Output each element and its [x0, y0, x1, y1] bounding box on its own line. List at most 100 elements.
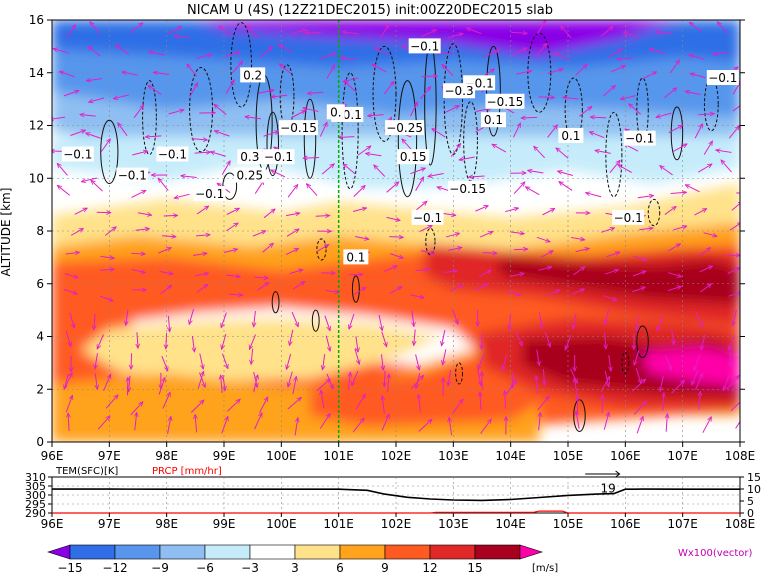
colorbar-segment	[115, 545, 160, 559]
main-panel	[49, 20, 752, 442]
y-axis-label: ALTITUDE [km]	[0, 188, 13, 277]
contour-label-text: −0.1	[708, 71, 737, 85]
wind-vector	[482, 333, 483, 349]
colorbar-segment	[385, 545, 430, 559]
colorbar-label: −15	[57, 561, 82, 575]
surface-right-tick-label: 15	[747, 471, 761, 484]
surface-x-tick-label: 104E	[495, 517, 526, 531]
wind-vector	[539, 97, 555, 98]
x-tick-label: 102E	[381, 449, 412, 463]
colorbar-segment	[250, 545, 295, 559]
surface-x-tick-label: 99E	[213, 517, 236, 531]
contour-label: −0.3	[443, 83, 475, 98]
contour-label-text: −0.15	[449, 182, 486, 196]
colorbar-label: 15	[467, 561, 482, 575]
colorbar-label: −9	[151, 561, 169, 575]
prcp-label: PRCP [mm/hr]	[152, 466, 222, 477]
contour-label: 0.15	[397, 149, 429, 164]
contour-label-text: −0.1	[63, 148, 92, 162]
x-tick-label: 103E	[438, 449, 469, 463]
colorbar-label: −6	[196, 561, 214, 575]
y-tick-label: 2	[36, 382, 44, 396]
y-tick-label: 0	[36, 435, 44, 449]
colorbar-high-triangle	[520, 545, 542, 559]
surface-x-tick-label: 101E	[323, 517, 354, 531]
contour-label: −0.15	[448, 181, 487, 196]
x-tick-label: 101E	[323, 449, 354, 463]
x-tick-label: 107E	[667, 449, 698, 463]
contour-label: 0.	[327, 104, 345, 119]
surface-x-tick-label: 98E	[155, 517, 178, 531]
contour-label: −0.1	[116, 168, 148, 183]
colorbar-segment	[295, 545, 340, 559]
contour-label-text: −0.1	[614, 211, 643, 225]
surface-left-tick-label: 310	[25, 471, 46, 484]
contour-label: 0.1	[343, 249, 368, 264]
contour-label-text: 0.1	[561, 129, 580, 143]
wind-vector-legend: Wx100(vector)	[678, 548, 753, 559]
colorbar-segment	[160, 545, 205, 559]
wind-vector	[637, 315, 638, 331]
contour-label-text: −0.25	[386, 121, 423, 135]
contour-label-text: −0.3	[444, 84, 473, 98]
contour-label: 0.25	[234, 168, 266, 183]
y-tick-label: 12	[29, 119, 44, 133]
wind-vector	[164, 215, 178, 216]
contour-label-text: −0.1	[118, 169, 147, 183]
colorbar-segment	[340, 545, 385, 559]
contour-label-text: −0.15	[280, 121, 317, 135]
contour-label: −0.15	[485, 94, 524, 109]
contour-label-text: −0.1	[413, 211, 442, 225]
contour-label: −0.1	[624, 131, 656, 146]
contour-label: 0.1	[481, 112, 506, 127]
wind-vector	[303, 157, 319, 158]
y-tick-label: 8	[36, 224, 44, 238]
contour-label-text: −0.15	[487, 95, 524, 109]
surface-right-tick-label: 10	[747, 483, 761, 496]
y-tick-label: 6	[36, 277, 44, 291]
chart-title: NICAM U (4S) (12Z21DEC2015) init:00Z20DE…	[187, 3, 553, 18]
contour-label-text: 0.3	[240, 150, 259, 164]
y-tick-label: 10	[29, 171, 44, 185]
colorbar-segment	[430, 545, 475, 559]
x-tick-label: 106E	[610, 449, 641, 463]
contour-label: 0.3	[237, 149, 262, 164]
contour-label-text: 0.1	[346, 250, 365, 264]
colorbar-label: −12	[102, 561, 127, 575]
contour-label-text: −0.1	[625, 132, 654, 146]
contour-label: −0.25	[385, 120, 424, 135]
contour-label: −0.1	[62, 147, 94, 162]
tem-label: TEM(SFC)[K]	[55, 466, 118, 477]
contour-label-text: −0.1	[195, 187, 224, 201]
x-tick-label: 98E	[155, 449, 178, 463]
x-tick-label: 99E	[213, 449, 236, 463]
surface-arrow-icon	[585, 471, 619, 477]
surface-right-tick-label: 5	[747, 495, 754, 508]
contour-label-text: 0.1	[484, 113, 503, 127]
surface-x-tick-label: 96E	[41, 517, 64, 531]
contour-label-text: −0.1	[410, 39, 439, 53]
contour-label: −0.1	[412, 210, 444, 225]
contour-label-text: 0.2	[243, 68, 262, 82]
contour-label: −0.15	[279, 120, 318, 135]
colorbar-label: 6	[336, 561, 344, 575]
contour-label: −0.1	[612, 210, 644, 225]
x-tick-label: 104E	[495, 449, 526, 463]
colorbar-label: −3	[241, 561, 259, 575]
contour-label-text: −0.1	[264, 150, 293, 164]
contour-label: −0.1	[707, 70, 739, 85]
contour-label: 0.2	[240, 67, 265, 82]
colorbar-segment	[205, 545, 250, 559]
wind-vector	[483, 253, 497, 254]
contour-label: −0.1	[409, 38, 441, 53]
wind-vector	[389, 237, 403, 238]
contour-label-text: 0.	[330, 105, 341, 119]
contour-label: 0.1	[558, 128, 583, 143]
wind-vector	[521, 117, 537, 118]
surface-x-tick-label: 108E	[725, 517, 756, 531]
wind-vector	[482, 372, 483, 390]
y-tick-label: 16	[29, 13, 44, 27]
